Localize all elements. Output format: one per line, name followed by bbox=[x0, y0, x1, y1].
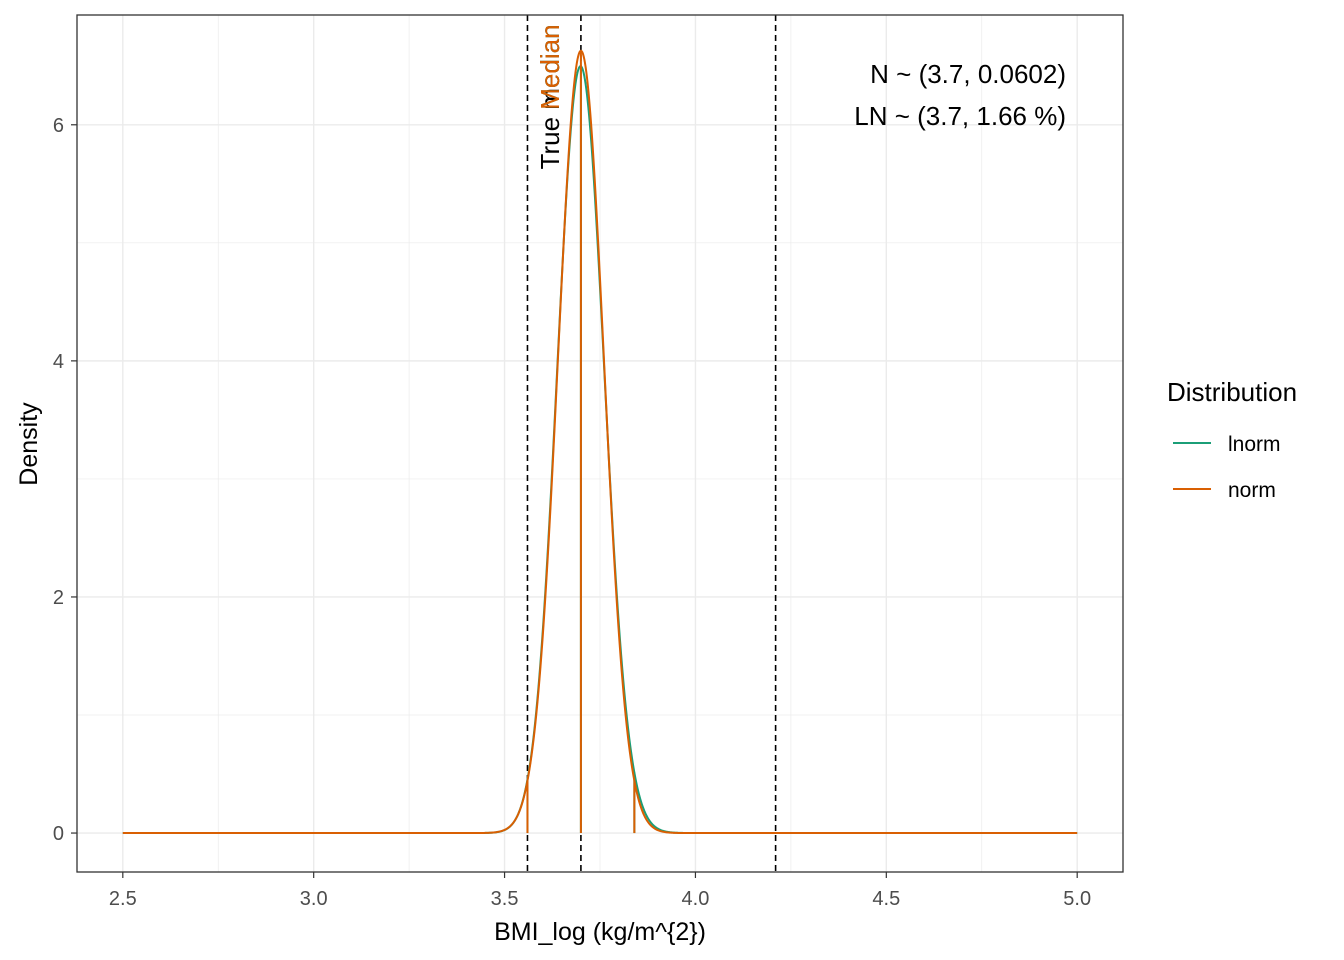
x-tick-label: 2.5 bbox=[109, 888, 137, 910]
legend-title: Distribution bbox=[1167, 377, 1297, 407]
annotation-normal: N ~ (3.7, 0.0602) bbox=[870, 59, 1066, 89]
median-label-lnorm: Median bbox=[535, 24, 565, 109]
x-tick-label: 3.0 bbox=[300, 888, 328, 910]
y-tick-label: 0 bbox=[53, 823, 64, 845]
x-tick-label: 5.0 bbox=[1063, 888, 1091, 910]
true-median-label: True median bbox=[535, 24, 565, 169]
y-tick-label: 4 bbox=[53, 351, 64, 373]
legend-label-lnorm: lnorm bbox=[1228, 433, 1281, 456]
legend-label-norm: norm bbox=[1228, 479, 1276, 502]
y-axis-ticks: 0 2 4 6 bbox=[53, 115, 77, 845]
y-axis-title: Density bbox=[15, 402, 43, 486]
density-line-norm bbox=[122, 49, 1078, 835]
x-tick-label: 4.0 bbox=[682, 888, 710, 910]
annotation-lognormal: LN ~ (3.7, 1.66 %) bbox=[854, 101, 1066, 131]
median-label-norm: Median bbox=[535, 24, 565, 109]
grid-lines bbox=[77, 15, 1123, 872]
panel-border bbox=[76, 14, 1124, 873]
y-tick-label: 6 bbox=[53, 115, 64, 137]
legend: Distribution lnorm norm bbox=[1167, 377, 1297, 502]
x-tick-label: 4.5 bbox=[872, 888, 900, 910]
y-tick-label: 2 bbox=[53, 587, 64, 609]
x-axis-title: BMI_log (kg/m^{2}) bbox=[494, 918, 706, 946]
x-tick-label: 3.5 bbox=[491, 888, 519, 910]
x-axis-ticks: 2.5 3.0 3.5 4.0 4.5 5.0 bbox=[109, 872, 1091, 910]
series-layer bbox=[122, 49, 1078, 835]
